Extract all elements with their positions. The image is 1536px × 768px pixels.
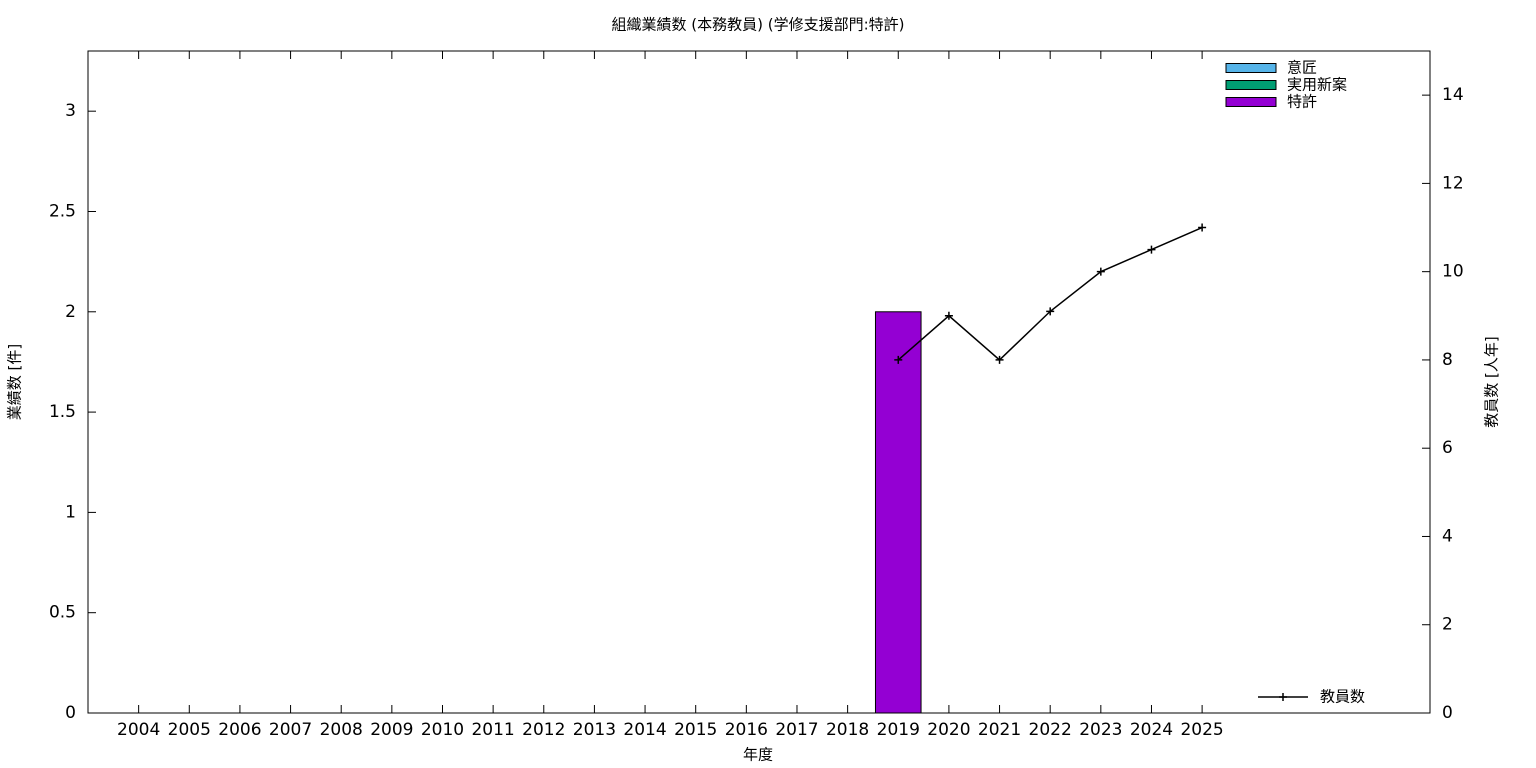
y2-tick-label: 8 — [1442, 350, 1453, 370]
x-tick-label: 2013 — [573, 720, 616, 740]
y-axis-label: 業績数 [件] — [6, 344, 24, 420]
y-tick-label: 3 — [65, 101, 76, 121]
x-tick-label: 2015 — [674, 720, 717, 740]
y2-axis-label: 教員数 [人年] — [1483, 336, 1501, 427]
plot-frame — [87, 50, 1431, 714]
legend-swatch — [1225, 80, 1277, 90]
y2-tick-label: 2 — [1442, 615, 1453, 635]
y2-tick-label: 12 — [1442, 173, 1464, 193]
x-tick-label: 2020 — [927, 720, 970, 740]
legend-swatch — [1225, 97, 1277, 107]
x-tick-label: 2011 — [471, 720, 514, 740]
y-tick-label: 0.5 — [49, 603, 76, 623]
point — [944, 311, 953, 320]
x-tick-label: 2023 — [1079, 720, 1122, 740]
x-tick-label: 2017 — [775, 720, 818, 740]
x-tick-label: 2012 — [522, 720, 565, 740]
y2-tick-label: 4 — [1442, 526, 1453, 546]
x-tick-label: 2021 — [978, 720, 1021, 740]
x-tick-label: 2004 — [117, 720, 160, 740]
point — [1096, 267, 1105, 276]
y-tick-label: 2 — [65, 302, 76, 322]
y2-tick-label: 0 — [1442, 703, 1453, 723]
legend-swatch — [1225, 63, 1277, 73]
x-tick-label: 2009 — [370, 720, 413, 740]
legend-point — [1279, 693, 1287, 701]
line — [897, 226, 1203, 361]
x-tick-label: 2007 — [269, 720, 312, 740]
legend-label: 教員数 — [1320, 688, 1365, 706]
x-tick-label: 2005 — [168, 720, 211, 740]
x-axis-label: 年度 — [743, 746, 773, 764]
legend-label: 実用新案 — [1287, 76, 1347, 94]
x-tick-label: 2006 — [218, 720, 261, 740]
bar — [874, 311, 922, 714]
x-tick-label: 2010 — [421, 720, 464, 740]
x-tick-label: 2025 — [1180, 720, 1223, 740]
point — [1198, 223, 1207, 232]
x-tick-label: 2016 — [725, 720, 768, 740]
legend-label: 意匠 — [1287, 59, 1317, 77]
y-tick-label: 1.5 — [49, 402, 76, 422]
legend-label: 特許 — [1287, 93, 1317, 111]
chart-title: 組織業績数 (本務教員) (学修支援部門:特許) — [612, 16, 905, 34]
y2-tick-label: 6 — [1442, 438, 1453, 458]
x-tick-label: 2008 — [320, 720, 363, 740]
y2-tick-label: 14 — [1442, 85, 1464, 105]
y-tick-label: 2.5 — [49, 201, 76, 221]
point — [1147, 245, 1156, 254]
x-tick-label: 2018 — [826, 720, 869, 740]
point — [1046, 307, 1055, 316]
point — [894, 355, 903, 364]
x-tick-label: 2019 — [877, 720, 920, 740]
point — [995, 355, 1004, 364]
y-tick-label: 1 — [65, 502, 76, 522]
y-tick-label: 0 — [65, 703, 76, 723]
x-tick-label: 2024 — [1130, 720, 1173, 740]
x-tick-label: 2022 — [1029, 720, 1072, 740]
x-tick-label: 2014 — [623, 720, 666, 740]
y2-tick-label: 10 — [1442, 262, 1464, 282]
